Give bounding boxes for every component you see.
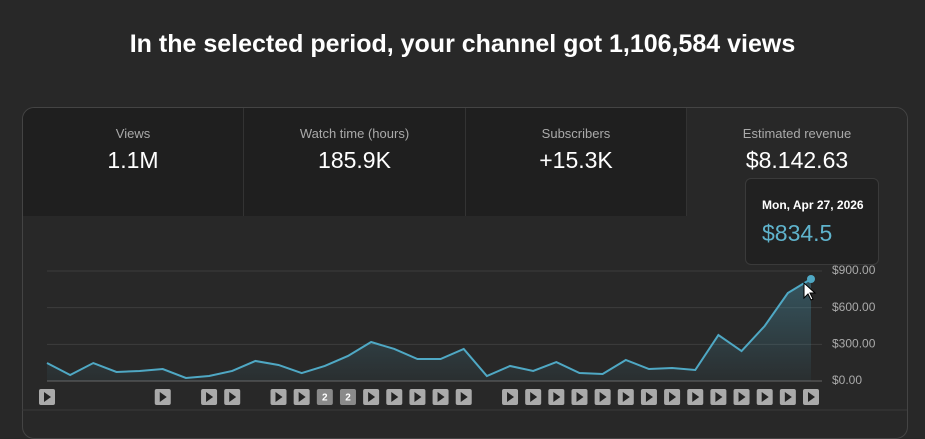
tooltip: Mon, Apr 27, 2026 $834.5 — [745, 178, 879, 265]
highlight-point — [807, 275, 815, 284]
page: In the selected period, your channel got… — [22, 30, 908, 439]
y-tick-label: $900.00 — [832, 263, 876, 277]
play-icon — [507, 392, 515, 402]
analytics-panel: Views 1.1M Watch time (hours) 185.9K Subsc… — [22, 107, 908, 439]
metric-value: 185.9K — [318, 147, 391, 173]
play-icon — [692, 392, 700, 402]
y-tick-label: $600.00 — [832, 300, 876, 314]
play-icon — [808, 392, 815, 402]
metric-value: +15.3K — [539, 147, 613, 173]
play-icon — [738, 392, 746, 402]
metric-label: Views — [115, 126, 151, 141]
metric-card[interactable]: Watch time (hours) 185.9K — [244, 108, 466, 216]
tooltip-date: Mon, Apr 27, 2026 — [762, 198, 864, 212]
metric-value: 1.1M — [107, 147, 159, 173]
page-title: In the selected period, your channel got… — [129, 30, 796, 58]
tooltip-value: $834.5 — [762, 220, 833, 246]
metric-label: Estimated revenue — [742, 126, 852, 141]
play-icon — [159, 392, 167, 402]
y-tick-label: $0.00 — [832, 373, 862, 387]
play-icon — [275, 392, 283, 402]
video-marker-count: 2 — [345, 393, 351, 404]
metric-label: Subscribers — [541, 126, 611, 141]
line — [46, 278, 812, 379]
metric-value: $8.142.63 — [745, 147, 849, 173]
play-icon — [298, 392, 306, 402]
play-icon — [391, 392, 399, 402]
play-icon — [669, 392, 677, 402]
chart: $0.00 $300.00 $600.00 $900.00 2 2 — [22, 263, 907, 411]
play-icon — [784, 392, 792, 402]
play-icon — [576, 392, 584, 402]
play-icon — [553, 392, 561, 402]
cursor — [803, 281, 817, 301]
metric-card[interactable]: Views 1.1M — [23, 108, 244, 216]
video-marker — [339, 389, 356, 405]
metric-label: Watch time (hours) — [299, 126, 410, 141]
play-icon — [530, 392, 538, 402]
play-icon — [622, 392, 630, 402]
play-icon — [460, 392, 468, 402]
play-icon — [368, 392, 376, 402]
area — [47, 279, 811, 381]
y-tick-label: $300.00 — [832, 337, 876, 351]
play-icon — [645, 392, 653, 402]
video-marker — [316, 389, 333, 405]
play-icon — [437, 392, 445, 402]
play-icon — [414, 392, 422, 402]
play-icon — [761, 392, 769, 402]
video-marker-count: 2 — [322, 393, 328, 404]
play-icon — [44, 392, 51, 402]
play-icon — [206, 392, 214, 402]
metric-card[interactable]: Subscribers +15.3K — [466, 108, 687, 216]
play-icon — [599, 392, 607, 402]
play-icon — [229, 392, 237, 402]
play-icon — [715, 392, 723, 402]
